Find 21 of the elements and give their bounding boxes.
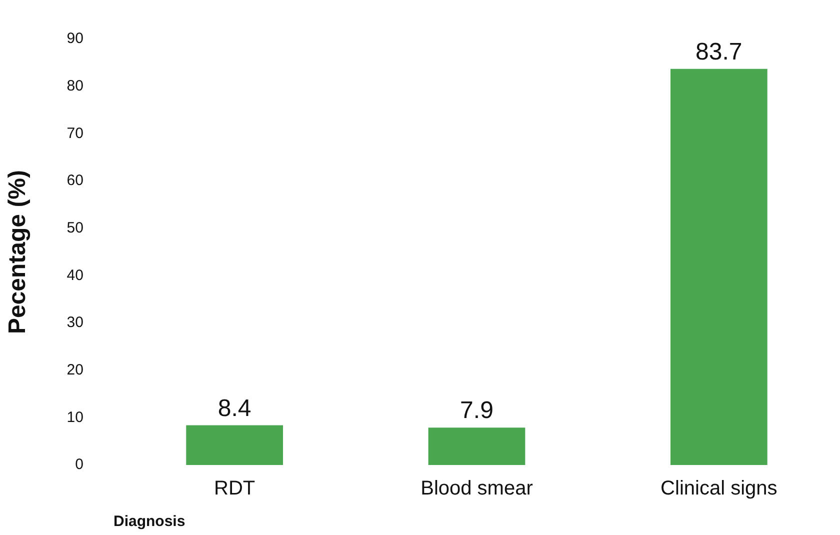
y-tick-label: 70 <box>66 124 84 142</box>
x-tick-label: Clinical signs <box>660 478 778 500</box>
y-tick-label: 80 <box>66 77 84 94</box>
y-tick-label: 40 <box>66 266 84 284</box>
y-axis-title: Pecentage (%) <box>4 170 32 334</box>
data-label: 83.7 <box>696 38 742 66</box>
bar <box>186 425 284 465</box>
bar <box>428 428 526 465</box>
y-tick-label: 20 <box>66 361 84 378</box>
y-tick-label: 0 <box>75 456 84 474</box>
y-tick-label: 90 <box>66 30 84 48</box>
bar <box>670 68 768 465</box>
data-label: 7.9 <box>460 397 494 424</box>
data-label: 8.4 <box>218 394 252 422</box>
y-tick-label: 50 <box>66 219 84 236</box>
x-tick-label: Blood smear <box>420 478 534 500</box>
y-tick-label: 30 <box>66 314 84 332</box>
y-tick-label: 10 <box>66 408 84 426</box>
x-axis-title: Diagnosis <box>113 513 186 530</box>
y-tick-label: 60 <box>66 172 84 190</box>
x-tick-label: RDT <box>214 478 256 500</box>
